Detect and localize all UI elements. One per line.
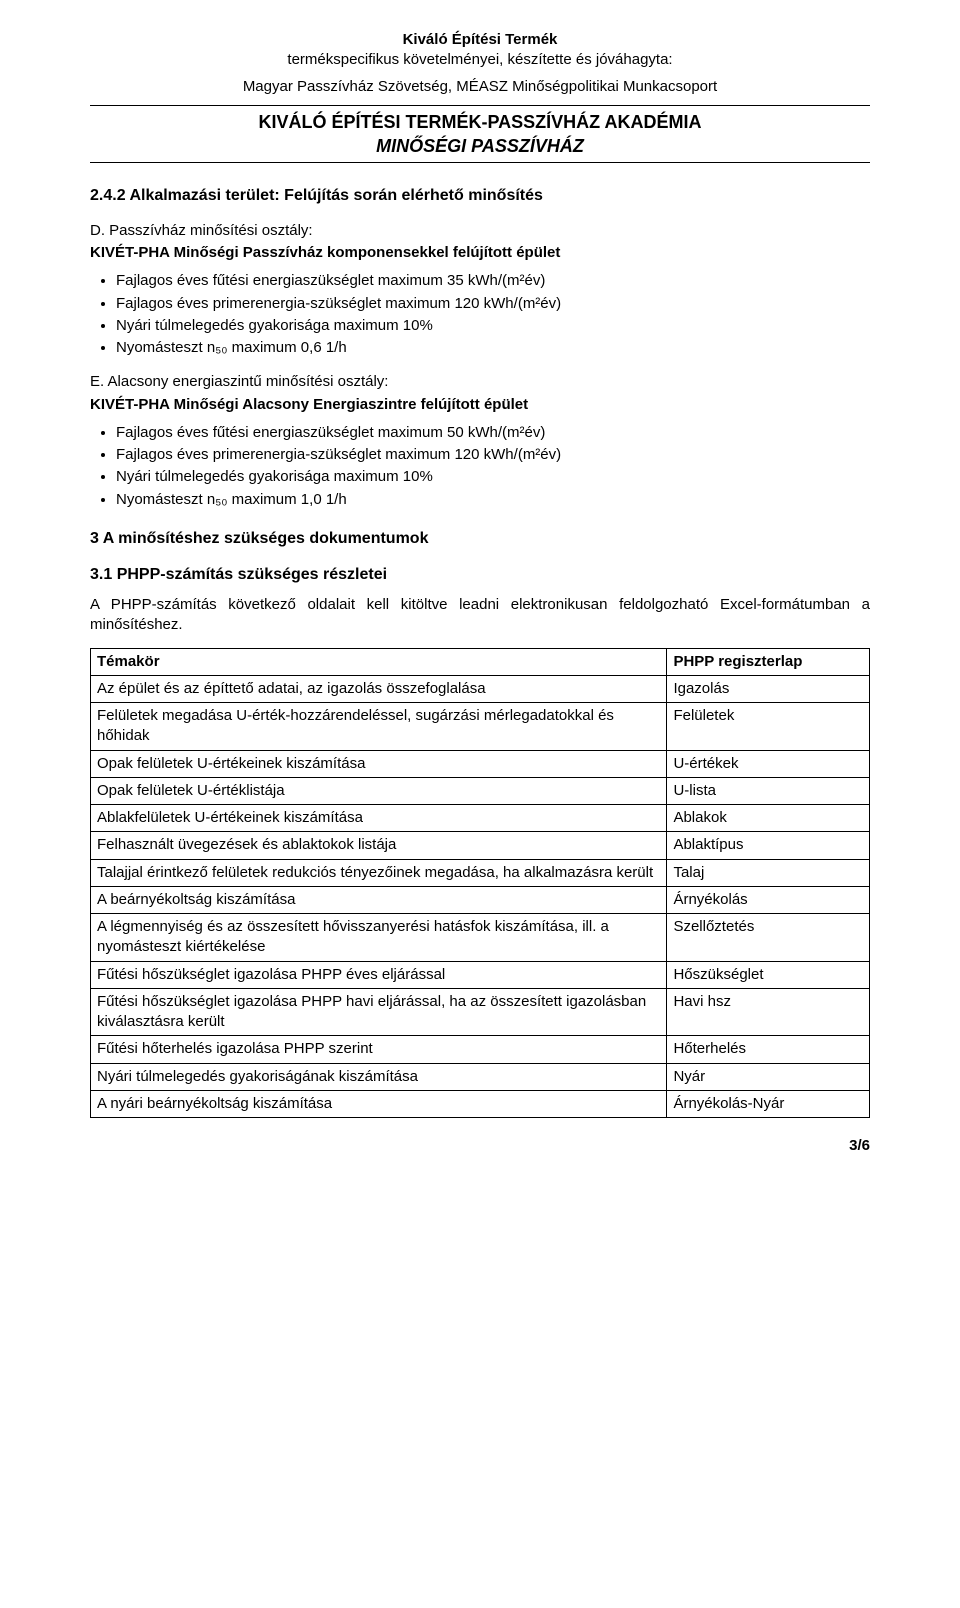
table-cell-topic: Talajjal érintkező felületek redukciós t…	[91, 859, 667, 886]
table-cell-phpp: Hőterhelés	[667, 1036, 870, 1063]
table-cell-phpp: Ablakok	[667, 805, 870, 832]
table-cell-topic: A légmennyiség és az összesített hővissz…	[91, 914, 667, 962]
document-title: KIVÁLÓ ÉPÍTÉSI TERMÉK-PASSZÍVHÁZ AKADÉMI…	[90, 110, 870, 159]
table-cell-phpp: Nyár	[667, 1063, 870, 1090]
table-cell-phpp: Havi hsz	[667, 988, 870, 1036]
table-row: Talajjal érintkező felületek redukciós t…	[91, 859, 870, 886]
block-d-bullets: Fajlagos éves fűtési energiaszükséglet m…	[116, 271, 870, 358]
heading-3-1: 3.1 PHPP-számítás szükséges részletei	[90, 564, 870, 586]
table-row: A nyári beárnyékoltság kiszámításaÁrnyék…	[91, 1090, 870, 1117]
table-cell-topic: A beárnyékoltság kiszámítása	[91, 886, 667, 913]
table-cell-topic: A nyári beárnyékoltság kiszámítása	[91, 1090, 667, 1117]
divider-bottom	[90, 162, 870, 163]
table-cell-topic: Felületek megadása U-érték-hozzárendelés…	[91, 703, 667, 751]
table-cell-phpp: Ablaktípus	[667, 832, 870, 859]
page-number: 3/6	[90, 1136, 870, 1156]
list-item: Fajlagos éves fűtési energiaszükséglet m…	[116, 271, 870, 291]
section-3-1-intro: A PHPP-számítás következő oldalait kell …	[90, 595, 870, 636]
table-row: Fűtési hőszükséglet igazolása PHPP havi …	[91, 988, 870, 1036]
table-header-row: Témakör PHPP regiszterlap	[91, 648, 870, 675]
list-item: Nyomásteszt n₅₀ maximum 0,6 1/h	[116, 338, 870, 358]
table-row: Nyári túlmelegedés gyakoriságának kiszám…	[91, 1063, 870, 1090]
table-cell-topic: Az épület és az építtető adatai, az igaz…	[91, 675, 667, 702]
title-line-2: MINŐSÉGI PASSZÍVHÁZ	[90, 134, 870, 158]
block-e-lead: E. Alacsony energiaszintű minősítési osz…	[90, 372, 870, 392]
table-cell-phpp: U-értékek	[667, 750, 870, 777]
table-cell-topic: Fűtési hőszükséglet igazolása PHPP havi …	[91, 988, 667, 1036]
table-header-phpp: PHPP regiszterlap	[667, 648, 870, 675]
block-d-lead: D. Passzívház minősítési osztály:	[90, 221, 870, 241]
block-e-subtitle: KIVÉT-PHA Minőségi Alacsony Energiaszint…	[90, 395, 870, 415]
list-item: Nyári túlmelegedés gyakorisága maximum 1…	[116, 316, 870, 336]
table-cell-topic: Opak felületek U-értékeinek kiszámítása	[91, 750, 667, 777]
heading-3: 3 A minősítéshez szükséges dokumentumok	[90, 528, 870, 550]
list-item: Nyomásteszt n₅₀ maximum 1,0 1/h	[116, 490, 870, 510]
table-cell-phpp: Szellőztetés	[667, 914, 870, 962]
table-cell-phpp: Felületek	[667, 703, 870, 751]
table-cell-phpp: U-lista	[667, 777, 870, 804]
table-cell-topic: Opak felületek U-értéklistája	[91, 777, 667, 804]
table-row: Opak felületek U-értéklistájaU-lista	[91, 777, 870, 804]
table-row: Opak felületek U-értékeinek kiszámításaU…	[91, 750, 870, 777]
header-line-2: termékspecifikus követelményei, készítet…	[90, 50, 870, 70]
table-row: A beárnyékoltság kiszámításaÁrnyékolás	[91, 886, 870, 913]
table-row: Felületek megadása U-érték-hozzárendelés…	[91, 703, 870, 751]
phpp-table: Témakör PHPP regiszterlap Az épület és a…	[90, 648, 870, 1119]
list-item: Fajlagos éves primerenergia-szükséglet m…	[116, 445, 870, 465]
table-cell-phpp: Igazolás	[667, 675, 870, 702]
divider-top	[90, 105, 870, 106]
document-header: Kiváló Építési Termék termékspecifikus k…	[90, 30, 870, 97]
table-cell-topic: Fűtési hőszükséglet igazolása PHPP éves …	[91, 961, 667, 988]
table-cell-topic: Ablakfelületek U-értékeinek kiszámítása	[91, 805, 667, 832]
table-cell-topic: Nyári túlmelegedés gyakoriságának kiszám…	[91, 1063, 667, 1090]
list-item: Nyári túlmelegedés gyakorisága maximum 1…	[116, 467, 870, 487]
title-line-1: KIVÁLÓ ÉPÍTÉSI TERMÉK-PASSZÍVHÁZ AKADÉMI…	[90, 110, 870, 134]
block-e-bullets: Fajlagos éves fűtési energiaszükséglet m…	[116, 423, 870, 510]
table-cell-phpp: Talaj	[667, 859, 870, 886]
block-d-subtitle: KIVÉT-PHA Minőségi Passzívház komponense…	[90, 243, 870, 263]
header-line-1: Kiváló Építési Termék	[90, 30, 870, 50]
table-cell-topic: Fűtési hőterhelés igazolása PHPP szerint	[91, 1036, 667, 1063]
table-cell-phpp: Árnyékolás-Nyár	[667, 1090, 870, 1117]
table-row: A légmennyiség és az összesített hővissz…	[91, 914, 870, 962]
list-item: Fajlagos éves primerenergia-szükséglet m…	[116, 294, 870, 314]
table-row: Az épület és az építtető adatai, az igaz…	[91, 675, 870, 702]
table-cell-phpp: Hőszükséglet	[667, 961, 870, 988]
heading-2-4-2: 2.4.2 Alkalmazási terület: Felújítás sor…	[90, 185, 870, 207]
table-row: Felhasznált üvegezések és ablaktokok lis…	[91, 832, 870, 859]
header-line-3: Magyar Passzívház Szövetség, MÉASZ Minős…	[90, 77, 870, 97]
table-cell-phpp: Árnyékolás	[667, 886, 870, 913]
table-row: Fűtési hőszükséglet igazolása PHPP éves …	[91, 961, 870, 988]
table-row: Ablakfelületek U-értékeinek kiszámításaA…	[91, 805, 870, 832]
table-cell-topic: Felhasznált üvegezések és ablaktokok lis…	[91, 832, 667, 859]
table-row: Fűtési hőterhelés igazolása PHPP szerint…	[91, 1036, 870, 1063]
list-item: Fajlagos éves fűtési energiaszükséglet m…	[116, 423, 870, 443]
table-header-topic: Témakör	[91, 648, 667, 675]
